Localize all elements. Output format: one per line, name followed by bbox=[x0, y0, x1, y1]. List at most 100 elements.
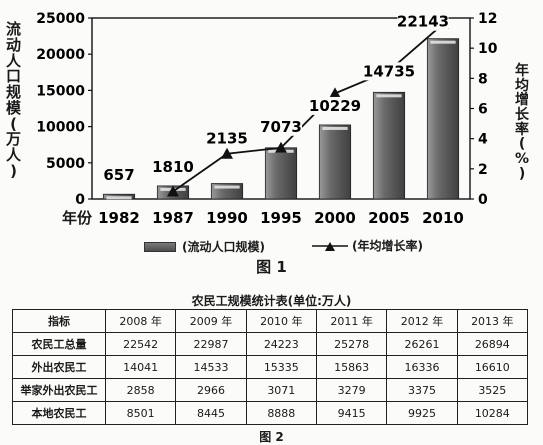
data-label: 10229 bbox=[309, 97, 361, 115]
table-cell: 3375 bbox=[386, 378, 458, 402]
x-tick-label: 1995 bbox=[260, 209, 302, 227]
farmer-worker-table: 指标 2008 年 2009 年 2010 年 2011 年 2012 年 20… bbox=[12, 309, 529, 425]
table-cell: 3525 bbox=[456, 378, 529, 402]
legend-line-symbol bbox=[312, 240, 348, 252]
bar bbox=[372, 91, 406, 200]
chart-legend: (流动人口规模) bbox=[144, 238, 265, 255]
row-label: 举家外出农民工 bbox=[12, 378, 106, 402]
right-axis-label-char: 年 bbox=[515, 63, 530, 79]
table-row: 外出农民工 14041 14533 15335 15863 16336 1661… bbox=[12, 355, 529, 379]
left-axis-label-char: 口 bbox=[6, 67, 22, 86]
data-label: 22143 bbox=[397, 13, 449, 31]
right-axis-label-char: 增 bbox=[515, 92, 530, 109]
legend-bar-label: (流动人口规模) bbox=[182, 240, 265, 254]
table-cell: 2858 bbox=[104, 378, 177, 402]
y-tick-label: 10000 bbox=[36, 120, 85, 136]
y-tick-label: 5000 bbox=[46, 156, 85, 172]
x-axis-label: 年份 bbox=[62, 209, 93, 227]
data-label-bg bbox=[309, 96, 361, 115]
data-label: 657 bbox=[103, 166, 134, 184]
x-tick-label: 2005 bbox=[368, 209, 410, 227]
table-cell: 14041 bbox=[104, 355, 177, 379]
table-cell: 16336 bbox=[386, 355, 458, 379]
header-cell: 2013 年 bbox=[456, 309, 529, 333]
growth-rate-marker bbox=[221, 147, 233, 159]
right-axis-label-char: ) bbox=[518, 165, 526, 182]
x-tick-label: 2000 bbox=[314, 209, 356, 227]
table-cell: 9415 bbox=[315, 401, 388, 425]
x-tick-label: 2010 bbox=[422, 209, 464, 227]
left-axis-label-char: 人 bbox=[6, 146, 22, 164]
table-cell: 14533 bbox=[175, 355, 247, 379]
table-cell: 2966 bbox=[175, 378, 247, 402]
y2-tick-label: 6 bbox=[478, 102, 488, 118]
left-axis-label-char: 流 bbox=[6, 20, 22, 38]
bar-highlight bbox=[214, 185, 240, 189]
table-cell: 22987 bbox=[175, 332, 247, 356]
data-label: 14735 bbox=[363, 62, 415, 80]
y-tick-label: 20000 bbox=[36, 47, 85, 63]
bar bbox=[264, 147, 298, 200]
legend-line-label: (年均增长率) bbox=[352, 239, 423, 253]
left-axis-label-char: ( bbox=[10, 114, 17, 133]
left-axis-label-char: 规 bbox=[6, 83, 22, 101]
right-axis-label: 年均增长率(%) bbox=[515, 64, 529, 182]
growth-rate-marker bbox=[275, 141, 287, 153]
left-axis-label: 流动人口规模(万人) bbox=[6, 20, 22, 180]
x-tick-label: 1982 bbox=[98, 209, 140, 227]
y2-tick-label: 10 bbox=[478, 41, 498, 57]
bar-highlight bbox=[430, 40, 456, 44]
data-label-bg bbox=[152, 157, 194, 176]
right-axis-label-char: ( bbox=[518, 136, 526, 153]
table-cell: 22542 bbox=[104, 332, 177, 356]
row-label: 本地农民工 bbox=[12, 401, 106, 425]
data-label-bg bbox=[102, 166, 136, 185]
y-tick-label: 15000 bbox=[36, 83, 85, 99]
chart-legend-line: (年均增长率) bbox=[312, 237, 423, 254]
table-cell: 8445 bbox=[175, 401, 247, 425]
table-header-row: 指标 2008 年 2009 年 2010 年 2011 年 2012 年 20… bbox=[12, 309, 529, 333]
figure2-caption: 图 2 bbox=[259, 430, 284, 444]
table-cell: 24223 bbox=[245, 332, 317, 356]
left-axis-label-char: 动 bbox=[6, 35, 22, 54]
legend-bar-swatch bbox=[144, 241, 176, 252]
growth-rate-marker bbox=[167, 185, 179, 197]
table-cell: 9925 bbox=[386, 401, 458, 425]
table-cell: 26894 bbox=[456, 332, 529, 356]
row-label: 外出农民工 bbox=[12, 355, 106, 379]
left-axis-label-char: 模 bbox=[6, 98, 22, 117]
y-tick-label: 25000 bbox=[36, 11, 85, 27]
table-row: 举家外出农民工 2858 2966 3071 3279 3375 3525 bbox=[12, 378, 529, 402]
y2-tick-label: 0 bbox=[478, 192, 488, 208]
right-axis-label-char: 率 bbox=[515, 121, 530, 138]
header-cell: 2012 年 bbox=[386, 309, 458, 333]
y2-tick-label: 4 bbox=[478, 132, 488, 148]
header-cell: 2008 年 bbox=[104, 309, 177, 333]
y2-tick-label: 2 bbox=[478, 162, 488, 178]
data-label-bg bbox=[363, 62, 415, 81]
data-label: 2135 bbox=[206, 130, 248, 148]
table-cell: 3071 bbox=[245, 378, 317, 402]
bar-highlight bbox=[322, 126, 348, 130]
figure1-caption: 图 1 bbox=[256, 258, 287, 276]
y2-tick-label: 12 bbox=[478, 11, 497, 27]
left-axis-label-char: 万 bbox=[6, 130, 22, 149]
header-cell: 2010 年 bbox=[245, 309, 317, 333]
data-label-bg bbox=[397, 12, 449, 31]
right-axis-label-char: 长 bbox=[515, 107, 530, 124]
left-axis-label-char: ) bbox=[10, 161, 17, 180]
x-tick-label: 1987 bbox=[152, 209, 194, 227]
right-axis-label-char: % bbox=[515, 151, 530, 168]
table-cell: 8888 bbox=[245, 401, 317, 425]
table-cell: 16610 bbox=[456, 355, 529, 379]
bar bbox=[318, 124, 352, 200]
bar-highlight bbox=[376, 94, 402, 98]
bar bbox=[426, 38, 460, 200]
table-cell: 25278 bbox=[315, 332, 388, 356]
combo-chart: 0 5000 10000 15000 20000 25000 0 2 4 6 8 10 12 1982 19… bbox=[36, 11, 498, 227]
table-cell: 10284 bbox=[456, 401, 529, 425]
table-cell: 15863 bbox=[315, 355, 388, 379]
table-cell: 8501 bbox=[104, 401, 177, 425]
right-axis-label-char: 均 bbox=[515, 77, 530, 94]
